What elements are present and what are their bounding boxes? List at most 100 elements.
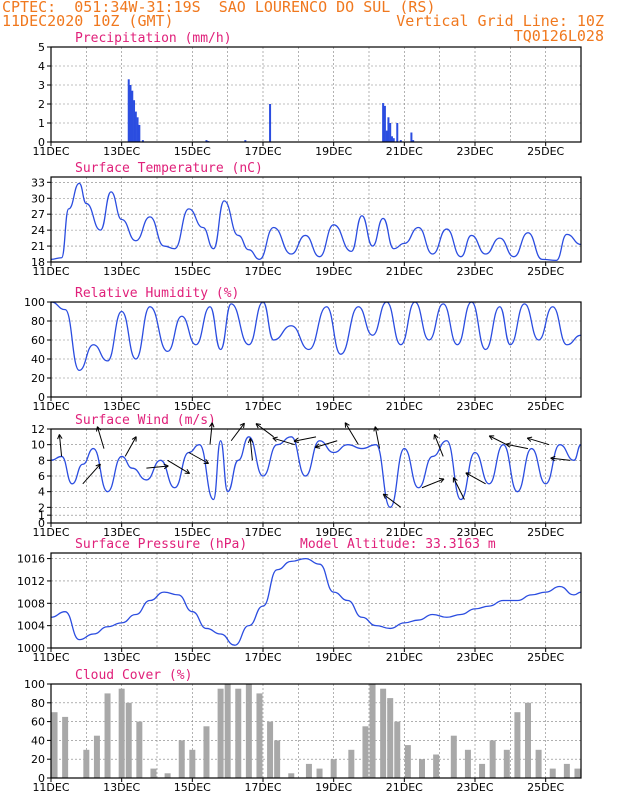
precip-bar xyxy=(134,111,137,142)
x-tick-label: 13DEC xyxy=(103,265,140,278)
cloud-bar xyxy=(235,688,242,778)
x-tick-label: 11DEC xyxy=(32,145,69,158)
x-tick-label: 23DEC xyxy=(456,265,493,278)
cloud-bar xyxy=(489,740,496,778)
wind-arrow xyxy=(272,437,295,446)
x-tick-label: 15DEC xyxy=(174,265,211,278)
x-tick-label: 11DEC xyxy=(32,526,69,539)
wind-arrow-head xyxy=(433,434,439,440)
cloud-bar xyxy=(224,684,231,778)
y-tick-label: 20 xyxy=(31,753,45,766)
cloud-bar xyxy=(419,759,425,778)
series-line xyxy=(50,557,582,646)
x-tick-label: 25DEC xyxy=(527,651,564,664)
precip-bar xyxy=(136,117,139,142)
x-tick-label: 19DEC xyxy=(315,400,352,413)
precip-bar xyxy=(382,103,385,142)
cloud-bar xyxy=(178,740,185,778)
x-tick-label: 21DEC xyxy=(386,400,423,413)
y-tick-label: 20 xyxy=(31,372,45,385)
precip-bar xyxy=(412,140,415,142)
cloud-bar xyxy=(549,768,556,778)
cloud-bar xyxy=(525,702,531,778)
cloud-bar xyxy=(245,684,252,778)
header-date: 11DEC2020 10Z (GMT) xyxy=(2,12,174,30)
x-tick-label: 15DEC xyxy=(174,400,211,413)
series-line xyxy=(50,436,582,508)
panel-frame xyxy=(50,552,582,649)
wind-arrow-head xyxy=(344,422,350,428)
panel-title: Cloud Cover (%) xyxy=(75,668,192,683)
x-tick-label: 11DEC xyxy=(32,265,69,278)
cloud-bar xyxy=(62,716,69,778)
x-tick-label: 23DEC xyxy=(456,651,493,664)
y-tick-label: 1004 xyxy=(17,620,45,633)
x-tick-label: 13DEC xyxy=(103,781,140,794)
cloud-bar xyxy=(369,684,376,778)
x-tick-label: 21DEC xyxy=(386,145,423,158)
cloud-bar xyxy=(288,773,295,778)
wind-arrow-head xyxy=(163,463,169,470)
y-tick-label: 0 xyxy=(38,517,45,530)
y-tick-label: 8 xyxy=(38,454,45,467)
precip-bar xyxy=(390,136,393,142)
y-tick-label: 100 xyxy=(24,678,45,691)
wind-arrow-head xyxy=(239,422,245,429)
y-tick-label: 1008 xyxy=(17,597,45,610)
precip-bar xyxy=(269,104,272,142)
wind-arrow-head xyxy=(526,436,533,442)
y-tick-label: 27 xyxy=(31,208,45,221)
wind-arrow xyxy=(452,477,465,500)
x-tick-label: 11DEC xyxy=(32,651,69,664)
x-tick-label: 23DEC xyxy=(456,145,493,158)
x-tick-label: 11DEC xyxy=(32,400,69,413)
x-tick-label: 17DEC xyxy=(244,400,281,413)
x-tick-label: 13DEC xyxy=(103,526,140,539)
wind-arrow-head xyxy=(209,422,215,428)
cloud-bar xyxy=(514,712,521,778)
y-tick-label: 5 xyxy=(38,41,45,54)
wind-arrow-head xyxy=(203,459,210,464)
wind-arrow xyxy=(374,426,381,449)
cloud-bar xyxy=(136,721,143,778)
cloud-bar xyxy=(387,698,394,778)
panel-title: Surface Temperature (nC) xyxy=(75,161,263,176)
precip-bar xyxy=(399,140,402,142)
wind-arrow-head xyxy=(465,472,471,478)
series-line xyxy=(50,182,582,262)
x-tick-label: 19DEC xyxy=(315,526,352,539)
wind-arrow xyxy=(293,436,317,442)
wind-arrow xyxy=(527,437,550,446)
wind-arrow xyxy=(421,478,445,489)
y-tick-label: 10 xyxy=(31,439,45,452)
wind-arrow xyxy=(82,463,101,485)
header-code: TQ0126L028 xyxy=(513,27,604,45)
wind-arrow-head xyxy=(184,469,191,475)
cloud-bar xyxy=(380,688,387,778)
wind-arrow-head xyxy=(314,443,321,449)
panel-frame xyxy=(50,683,582,779)
cloud-bar xyxy=(267,721,274,778)
precip-bar xyxy=(385,130,388,142)
wind-arrow xyxy=(167,459,190,474)
precip-bar xyxy=(131,90,134,142)
cloud-bar xyxy=(203,726,210,778)
x-tick-label: 21DEC xyxy=(386,781,423,794)
x-tick-label: 25DEC xyxy=(527,265,564,278)
precip-bar xyxy=(389,123,392,142)
wind-arrow-head xyxy=(255,423,262,429)
x-tick-label: 21DEC xyxy=(386,526,423,539)
y-tick-label: 0 xyxy=(38,772,45,785)
wind-arrow-head xyxy=(438,477,445,484)
wind-arrow-head xyxy=(488,435,495,441)
wind-arrow xyxy=(230,422,245,442)
model-altitude-label: Model Altitude: 33.3163 m xyxy=(300,537,496,552)
cloud-bar xyxy=(217,688,224,778)
y-tick-label: 12 xyxy=(31,423,45,436)
cloud-bar xyxy=(404,745,411,778)
y-tick-label: 30 xyxy=(31,192,45,205)
x-tick-label: 19DEC xyxy=(315,781,352,794)
x-tick-label: 23DEC xyxy=(456,781,493,794)
wind-arrow xyxy=(433,434,444,457)
x-tick-label: 15DEC xyxy=(174,781,211,794)
